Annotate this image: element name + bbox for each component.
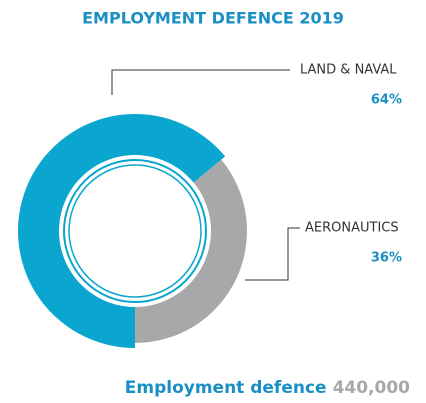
footer-text: Employment defence bbox=[125, 378, 327, 398]
legend-label: LAND & NAVAL bbox=[300, 63, 397, 78]
donut-segment bbox=[18, 114, 226, 348]
leader-line bbox=[245, 227, 300, 281]
leader-line bbox=[111, 69, 290, 95]
inner-ring bbox=[63, 159, 207, 303]
legend-label: AERONAUTICS bbox=[305, 221, 399, 236]
footer: Employment defence 440,000 bbox=[125, 378, 410, 398]
donut-segment bbox=[135, 159, 247, 343]
chart-title: EMPLOYMENT DEFENCE 2019 bbox=[82, 9, 344, 28]
value-label: 64% bbox=[371, 93, 402, 108]
inner-ring bbox=[68, 164, 202, 298]
value-label: 36% bbox=[371, 251, 402, 266]
footer-value: 440,000 bbox=[333, 378, 411, 398]
